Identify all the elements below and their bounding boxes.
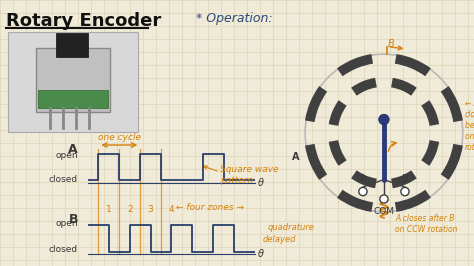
Text: open: open	[55, 219, 78, 228]
Text: 4: 4	[169, 206, 174, 214]
Text: COM: COM	[374, 206, 394, 215]
Text: closed: closed	[49, 174, 78, 184]
Text: Rotary Encoder: Rotary Encoder	[6, 12, 161, 30]
FancyBboxPatch shape	[56, 33, 88, 57]
Text: θ: θ	[258, 178, 264, 188]
Text: 1: 1	[106, 206, 112, 214]
Circle shape	[379, 114, 389, 125]
FancyBboxPatch shape	[38, 90, 108, 108]
Text: θ: θ	[258, 249, 264, 259]
Text: ← A
closes
before B
on CW
rotation: ← A closes before B on CW rotation	[465, 99, 474, 152]
Text: A: A	[292, 152, 299, 162]
Text: B: B	[401, 174, 408, 184]
Circle shape	[380, 195, 388, 203]
Text: A closes after B
on CCW rotation: A closes after B on CCW rotation	[395, 214, 458, 234]
Circle shape	[401, 188, 409, 196]
Text: quadrature: quadrature	[268, 223, 315, 232]
Text: B: B	[69, 213, 78, 226]
Text: delayed: delayed	[263, 235, 297, 244]
Text: open: open	[55, 151, 78, 160]
Text: Square wave
pattern: Square wave pattern	[220, 165, 279, 185]
Text: A: A	[68, 143, 78, 156]
Text: one cycle: one cycle	[98, 133, 141, 142]
Text: ← four zones →: ← four zones →	[176, 203, 244, 213]
Text: 2: 2	[127, 206, 133, 214]
FancyBboxPatch shape	[8, 32, 138, 132]
Circle shape	[359, 188, 367, 196]
Text: closed: closed	[49, 246, 78, 255]
Text: A: A	[360, 174, 366, 184]
FancyBboxPatch shape	[36, 48, 110, 112]
Text: 3: 3	[148, 206, 154, 214]
Text: B: B	[388, 39, 394, 49]
Text: * Operation:: * Operation:	[196, 12, 273, 25]
